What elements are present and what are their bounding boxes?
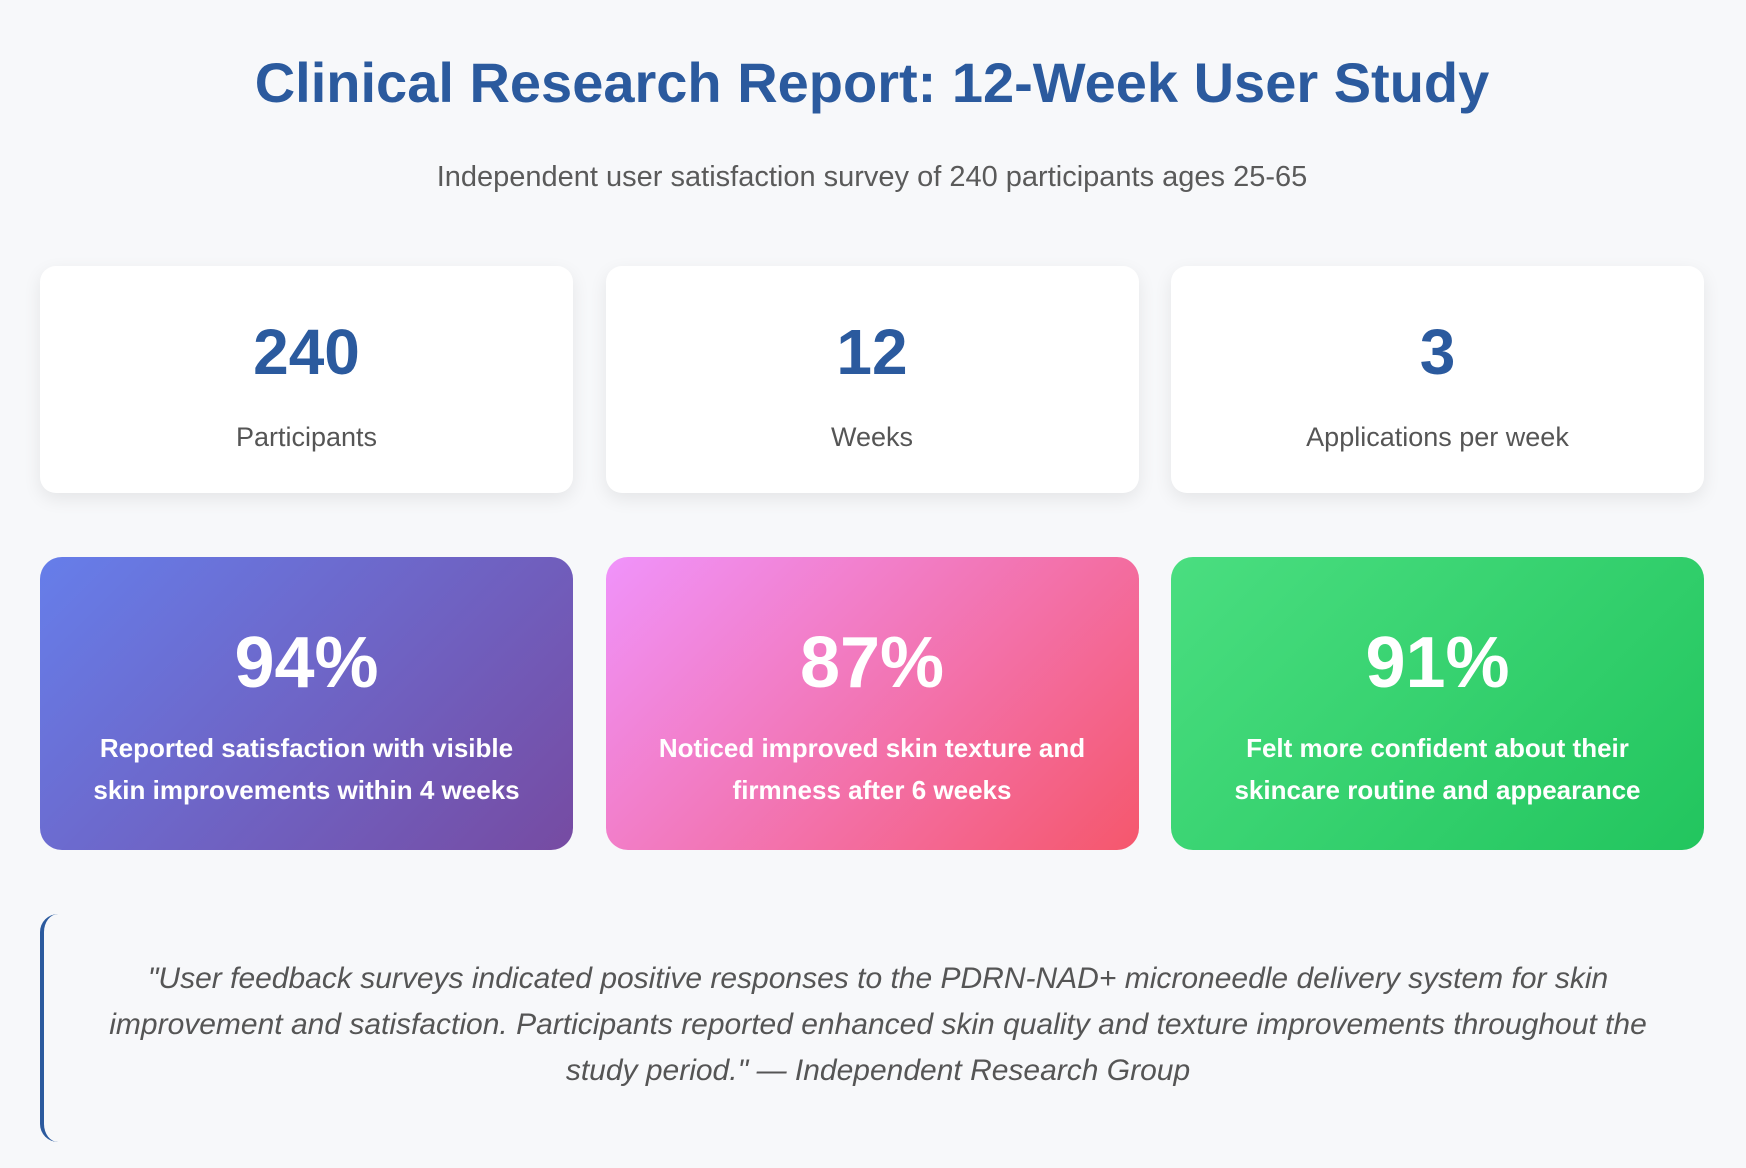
study-stats-row: 240 Participants 12 Weeks 3 Applications… xyxy=(40,266,1704,493)
stat-value: 12 xyxy=(836,316,908,388)
stat-label: Participants xyxy=(235,422,378,452)
results-row: 94% Reported satisfaction with visible s… xyxy=(40,557,1704,850)
stat-label: Applications per week xyxy=(1306,422,1569,452)
result-card-satisfaction: 94% Reported satisfaction with visible s… xyxy=(40,557,573,850)
result-percentage: 87% xyxy=(799,623,945,703)
stat-card-weeks: 12 Weeks xyxy=(605,266,1139,493)
stat-card-applications: 3 Applications per week xyxy=(1171,266,1704,493)
page-subtitle: Independent user satisfaction survey of … xyxy=(436,161,1308,193)
testimonial-quote: "User feedback surveys indicated positiv… xyxy=(40,914,1704,1142)
quote-text: "User feedback surveys indicated positiv… xyxy=(109,962,1647,1087)
stat-card-participants: 240 Participants xyxy=(40,266,573,493)
stat-value: 3 xyxy=(1419,316,1456,388)
result-card-confidence: 91% Felt more confident about their skin… xyxy=(1171,557,1704,850)
result-description: Reported satisfaction with visible skin … xyxy=(93,733,520,805)
page-title: Clinical Research Report: 12-Week User S… xyxy=(254,51,1490,114)
stat-label: Weeks xyxy=(830,422,914,452)
stat-value: 240 xyxy=(253,316,360,388)
result-percentage: 91% xyxy=(1365,623,1510,703)
result-card-texture: 87% Noticed improved skin texture and fi… xyxy=(605,557,1139,850)
result-description: Noticed improved skin texture and firmne… xyxy=(658,733,1086,805)
result-description: Felt more confident about their skincare… xyxy=(1234,733,1641,805)
result-percentage: 94% xyxy=(234,623,379,703)
